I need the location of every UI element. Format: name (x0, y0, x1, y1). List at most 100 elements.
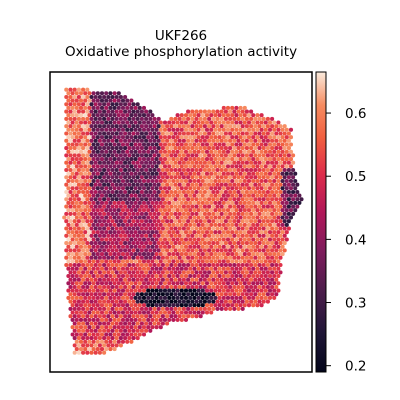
spot (259, 266, 264, 271)
spot (118, 211, 123, 216)
spot (200, 259, 205, 264)
spot (66, 91, 71, 96)
spot (261, 262, 266, 268)
spot (110, 277, 115, 282)
spot (219, 211, 224, 216)
spot (190, 116, 195, 121)
spot (116, 332, 121, 337)
spot (152, 160, 157, 165)
spot (230, 208, 235, 213)
spot (282, 219, 287, 224)
spot (286, 219, 291, 224)
spot (215, 226, 220, 231)
spot (70, 113, 75, 118)
spot (165, 314, 170, 319)
spot (120, 288, 126, 293)
spot (118, 292, 123, 297)
spot (154, 171, 159, 176)
spot (99, 105, 105, 110)
spot (85, 306, 90, 311)
spot (116, 105, 121, 110)
spot (204, 164, 210, 169)
spot (257, 116, 262, 121)
spot (259, 303, 264, 308)
spot (236, 241, 241, 246)
spot (209, 149, 214, 154)
spot (194, 226, 199, 231)
spot (110, 175, 115, 180)
spot (146, 193, 151, 198)
spot (64, 160, 69, 165)
spot (211, 284, 216, 290)
spot (156, 197, 161, 202)
spot (144, 277, 149, 282)
spot (125, 273, 130, 279)
spot (78, 120, 84, 125)
spot (129, 171, 134, 176)
spot (72, 306, 77, 311)
spot (270, 153, 275, 158)
spot (146, 259, 151, 264)
spot (194, 306, 199, 311)
spot (125, 98, 130, 103)
spot (165, 204, 170, 209)
spot (230, 127, 235, 132)
spot (188, 200, 193, 205)
spot (175, 120, 180, 125)
spot (181, 167, 186, 173)
spot (89, 138, 94, 143)
spot (265, 255, 270, 260)
spot (114, 299, 119, 304)
spot (280, 135, 285, 140)
spot (87, 288, 92, 293)
spot (118, 175, 123, 180)
spot (64, 233, 69, 238)
spot (87, 208, 92, 213)
spot (114, 102, 119, 107)
spot (129, 135, 134, 140)
spot (202, 175, 207, 180)
spot (219, 306, 224, 311)
spot (83, 310, 88, 315)
spot (150, 325, 155, 330)
spot (255, 186, 260, 191)
spot (232, 262, 237, 268)
spot (85, 102, 90, 107)
spot (133, 120, 138, 125)
spot (209, 171, 214, 176)
spot (116, 208, 121, 213)
spot (263, 120, 268, 125)
spot (211, 153, 216, 158)
spot (76, 248, 81, 253)
spot (242, 171, 247, 176)
spot (274, 167, 279, 173)
spot (225, 127, 231, 132)
spot (165, 153, 170, 158)
spot (108, 244, 113, 249)
spot (261, 277, 266, 282)
spot (87, 259, 92, 264)
spot (244, 124, 249, 129)
spot (186, 167, 191, 173)
spot (154, 149, 159, 154)
spot (177, 175, 182, 180)
spot (282, 189, 287, 195)
spot (257, 160, 262, 165)
spot (104, 237, 109, 242)
spot (154, 288, 159, 293)
spot (127, 299, 132, 304)
spot (288, 208, 294, 213)
spot (70, 332, 75, 337)
spot (91, 310, 96, 315)
spot (270, 146, 275, 151)
spot (173, 314, 178, 319)
spot (225, 135, 231, 140)
spot (244, 262, 249, 268)
spot (118, 102, 123, 107)
spot (242, 113, 247, 118)
spot (83, 230, 88, 235)
spot (259, 222, 264, 227)
spot (150, 215, 155, 220)
spot (261, 292, 266, 297)
spot (280, 222, 285, 227)
